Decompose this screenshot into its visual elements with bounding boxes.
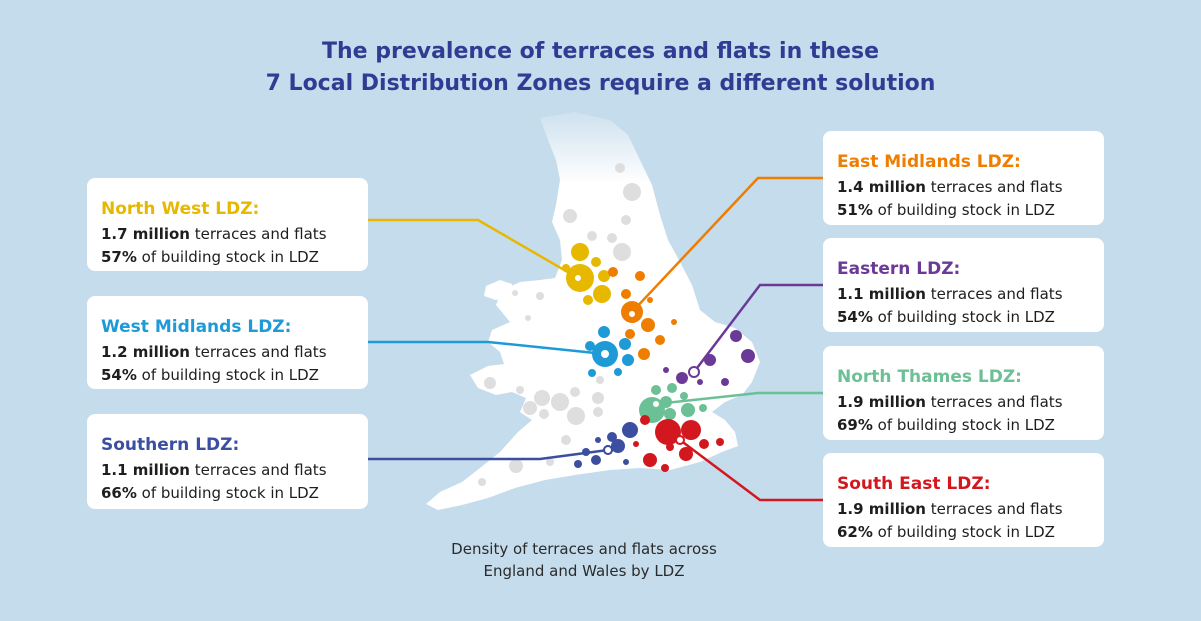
south-east-card: South East LDZ: 1.9 million terraces and… [823, 453, 1104, 547]
title-line-1: The prevalence of terraces and flats in … [321, 39, 880, 64]
southern-leader-line [368, 448, 609, 461]
caption-line-1: Density of terraces and flats across [451, 540, 717, 558]
caption-line-2: England and Wales by LDZ [483, 562, 685, 580]
eastern-stat-share: 54% of building stock in LDZ [837, 308, 1055, 326]
north-west-stat-count: 1.7 million terraces and flats [101, 225, 327, 243]
southern-stat-count: 1.1 million terraces and flats [101, 461, 327, 479]
east-midlands-stat-count: 1.4 million terraces and flats [837, 178, 1063, 196]
west-midlands-marker [599, 348, 611, 360]
south-east-dots [633, 415, 724, 472]
east-midlands-title: East Midlands LDZ: [837, 152, 1021, 172]
north-thames-stat-share: 69% of building stock in LDZ [837, 416, 1055, 434]
southern-card: Southern LDZ: 1.1 million terraces and f… [87, 414, 368, 509]
west-midlands-card: West Midlands LDZ: 1.2 million terraces … [87, 296, 368, 389]
west-midlands-leader-line [368, 340, 606, 356]
east-midlands-stat-share: 51% of building stock in LDZ [837, 201, 1055, 219]
west-midlands-title: West Midlands LDZ: [101, 317, 292, 337]
other-ldz-dots [478, 163, 641, 486]
east-midlands-marker [627, 309, 637, 319]
north-thames-title: North Thames LDZ: [837, 367, 1022, 387]
england-wales-landmass [426, 112, 760, 510]
west-midlands-stat-count: 1.2 million terraces and flats [101, 343, 327, 361]
north-thames-leader-line [655, 391, 823, 406]
anglesey-landmass [484, 280, 512, 300]
north-west-title: North West LDZ: [101, 199, 260, 219]
east-midlands-leader-line [631, 176, 823, 313]
eastern-leader-line [693, 283, 823, 373]
east-midlands-card: East Midlands LDZ: 1.4 million terraces … [823, 131, 1104, 225]
north-west-card: North West LDZ: 1.7 million terraces and… [87, 178, 368, 271]
title-line-2: 7 Local Distribution Zones require a dif… [265, 71, 936, 96]
eastern-title: Eastern LDZ: [837, 259, 961, 279]
eastern-marker [688, 366, 700, 378]
eastern-card: Eastern LDZ: 1.1 million terraces and fl… [823, 238, 1104, 332]
southern-stat-share: 66% of building stock in LDZ [101, 484, 319, 502]
north-west-marker [573, 273, 583, 283]
north-west-leader-line [368, 218, 579, 280]
south-east-stat-share: 62% of building stock in LDZ [837, 523, 1055, 541]
south-east-title: South East LDZ: [837, 474, 991, 494]
south-east-marker [675, 435, 685, 445]
eastern-dots [663, 330, 755, 386]
north-thames-stat-count: 1.9 million terraces and flats [837, 393, 1063, 411]
eastern-stat-count: 1.1 million terraces and flats [837, 285, 1063, 303]
map-caption: Density of terraces and flats across Eng… [384, 538, 784, 582]
southern-marker [603, 445, 613, 455]
south-east-stat-count: 1.9 million terraces and flats [837, 500, 1063, 518]
north-west-stat-share: 57% of building stock in LDZ [101, 248, 319, 266]
south-east-leader-line [679, 439, 823, 502]
north-thames-card: North Thames LDZ: 1.9 million terraces a… [823, 346, 1104, 440]
west-midlands-stat-share: 54% of building stock in LDZ [101, 366, 319, 384]
southern-title: Southern LDZ: [101, 435, 240, 455]
page-title: The prevalence of terraces and flats in … [0, 36, 1201, 100]
north-thames-marker [651, 399, 661, 409]
